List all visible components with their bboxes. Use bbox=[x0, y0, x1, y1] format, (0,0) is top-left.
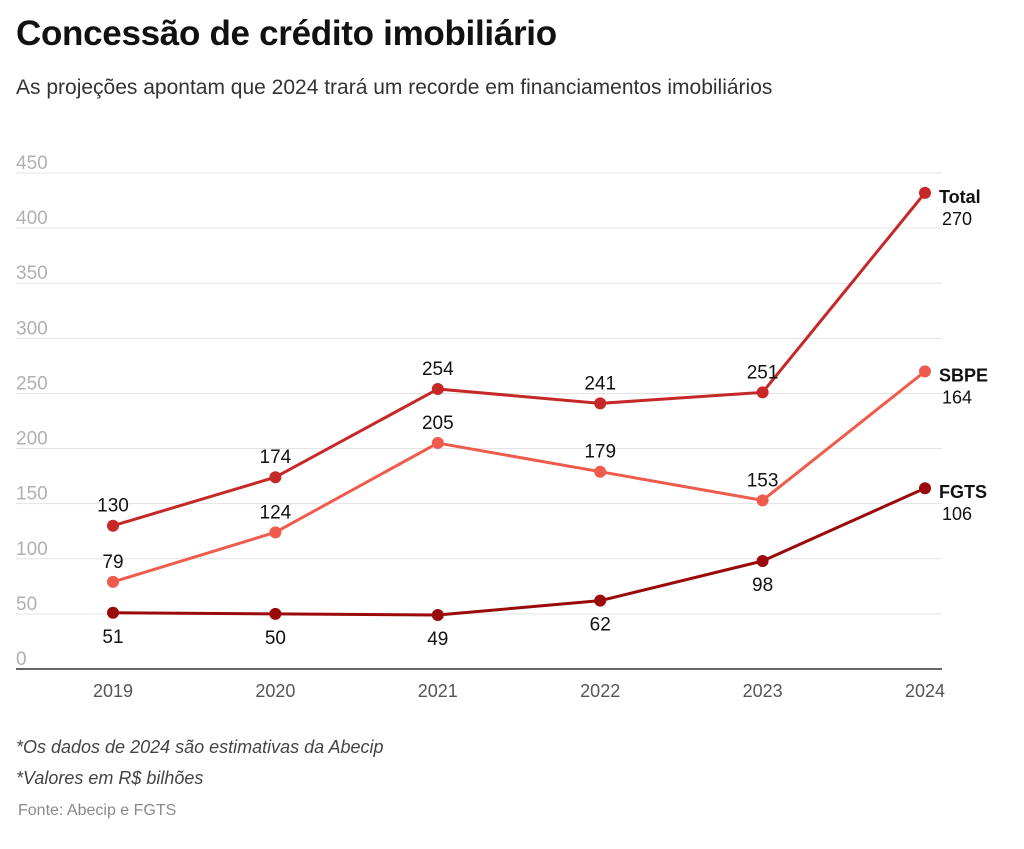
data-label: 251 bbox=[747, 362, 779, 383]
data-label: 174 bbox=[260, 447, 292, 468]
series-end-name: SBPE bbox=[939, 365, 988, 385]
y-tick-label: 250 bbox=[16, 373, 48, 394]
data-label: 50 bbox=[265, 628, 286, 649]
data-label: 130 bbox=[97, 496, 129, 517]
units-note: *Valores em R$ bilhões bbox=[16, 768, 204, 788]
x-tick-label: 2022 bbox=[580, 681, 620, 701]
y-tick-label: 450 bbox=[16, 153, 48, 174]
y-tick-label: 0 bbox=[16, 649, 27, 670]
data-label: 254 bbox=[422, 359, 454, 380]
data-label: 98 bbox=[752, 575, 773, 596]
data-point bbox=[431, 383, 444, 396]
line-chart: 0 50 100 150 200 250 300 350 400 450 2019 2020 2021… bbox=[16, 153, 988, 701]
data-point bbox=[269, 526, 282, 539]
x-axis-ticks: 2019 2020 2021 2022 2023 2024 bbox=[93, 681, 945, 701]
x-tick-label: 2024 bbox=[905, 681, 945, 701]
y-tick-label: 200 bbox=[16, 429, 48, 450]
data-label: 51 bbox=[102, 627, 123, 648]
data-label: 62 bbox=[590, 615, 611, 636]
series-end-name: Total bbox=[939, 187, 981, 207]
series-line bbox=[112, 370, 926, 584]
data-label: 179 bbox=[584, 442, 616, 463]
y-tick-label: 50 bbox=[16, 594, 37, 615]
source-note: Fonte: Abecip e FGTS bbox=[18, 802, 177, 819]
data-point bbox=[919, 365, 931, 378]
x-tick-label: 2020 bbox=[255, 681, 295, 701]
y-tick-label: 350 bbox=[16, 263, 48, 284]
series-end-value: 270 bbox=[942, 209, 972, 229]
x-tick-label: 2019 bbox=[93, 681, 133, 701]
data-point bbox=[431, 608, 444, 621]
data-point bbox=[431, 437, 444, 450]
x-tick-label: 2021 bbox=[418, 681, 458, 701]
data-point bbox=[107, 519, 119, 532]
series-end-name: FGTS bbox=[939, 482, 987, 502]
y-tick-label: 150 bbox=[16, 484, 48, 505]
y-axis-ticks: 0 50 100 150 200 250 300 350 400 450 bbox=[16, 153, 48, 670]
data-label: 241 bbox=[584, 373, 616, 394]
y-tick-label: 100 bbox=[16, 539, 48, 560]
data-label: 153 bbox=[747, 470, 779, 491]
data-label: 124 bbox=[260, 502, 292, 523]
data-point bbox=[269, 471, 282, 484]
data-point bbox=[594, 397, 607, 410]
data-label: 49 bbox=[427, 629, 448, 650]
y-tick-label: 300 bbox=[16, 318, 48, 339]
estimate-note: *Os dados de 2024 são estimativas da Abe… bbox=[16, 737, 384, 757]
series-end-value: 106 bbox=[942, 504, 972, 524]
data-point bbox=[107, 606, 119, 619]
data-label: 205 bbox=[422, 413, 454, 434]
x-tick-label: 2023 bbox=[743, 681, 783, 701]
data-label: 79 bbox=[102, 552, 123, 573]
gridlines bbox=[16, 172, 942, 670]
chart-title: Concessão de crédito imobiliário bbox=[16, 14, 557, 53]
data-point bbox=[756, 386, 769, 399]
data-point bbox=[919, 482, 931, 495]
y-tick-label: 400 bbox=[16, 208, 48, 229]
data-point bbox=[594, 594, 607, 607]
data-point bbox=[756, 554, 769, 567]
data-point bbox=[919, 186, 931, 199]
chart-subtitle: As projeções apontam que 2024 trará um r… bbox=[16, 76, 773, 99]
series-line bbox=[112, 191, 927, 528]
series-line bbox=[112, 486, 926, 617]
data-point bbox=[107, 575, 119, 588]
data-point bbox=[594, 465, 607, 478]
data-point bbox=[269, 607, 282, 620]
series-end-value: 164 bbox=[942, 387, 972, 407]
data-point bbox=[756, 494, 769, 507]
